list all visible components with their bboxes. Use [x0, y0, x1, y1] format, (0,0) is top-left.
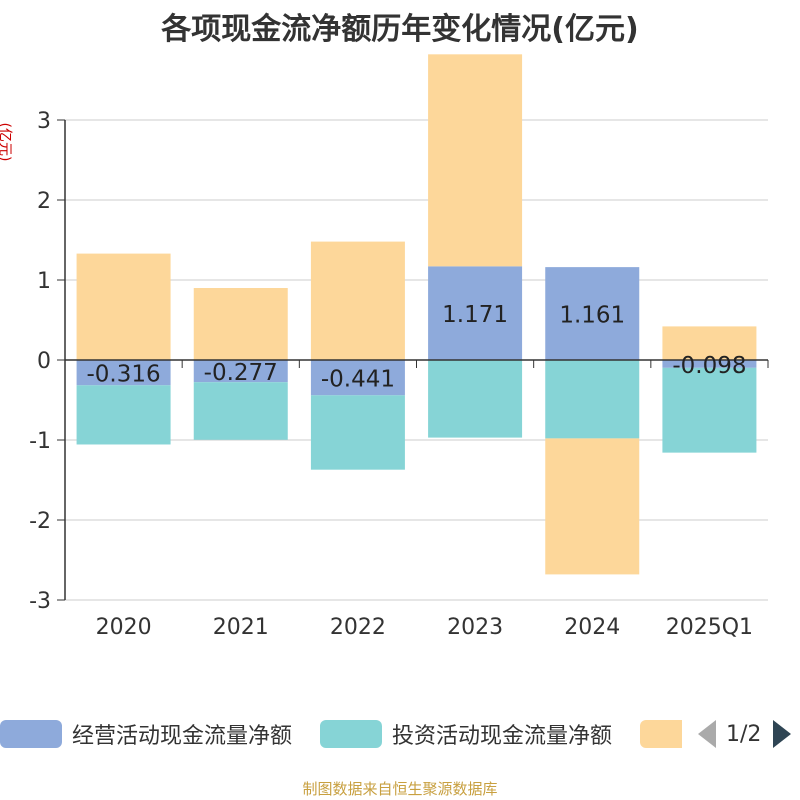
x-tick-label: 2023	[447, 615, 503, 640]
legend-item-third[interactable]	[640, 716, 682, 752]
bar-segment	[193, 288, 288, 360]
legend-swatch-investing	[320, 720, 382, 748]
y-tick-label: -1	[29, 429, 51, 454]
bar-segment	[662, 360, 757, 368]
bar-segment	[428, 360, 523, 438]
bar-segment	[310, 360, 405, 396]
data-label: 1.161	[559, 303, 625, 329]
data-label: 1.171	[442, 302, 508, 328]
chart-title: 各项现金流净额历年变化情况(亿元)	[161, 12, 639, 47]
data-label: -0.277	[204, 360, 278, 386]
legend-swatch-operating	[0, 720, 62, 748]
pager-next-icon[interactable]	[773, 720, 792, 748]
legend-pager: 1/2	[698, 716, 792, 752]
bar-segment	[662, 367, 757, 453]
bar-segment	[193, 360, 288, 383]
y-tick-label: 1	[37, 269, 51, 294]
legend-label-investing: 投资活动现金流量净额	[392, 724, 613, 749]
pager-prev-icon[interactable]	[698, 720, 716, 748]
y-tick-label: -3	[29, 589, 51, 614]
x-tick-label: 2021	[213, 615, 269, 640]
legend: 经营活动现金流量净额 投资活动现金流量净额 1/2	[0, 716, 800, 756]
bar-segment	[545, 267, 640, 360]
legend-label-operating: 经营活动现金流量净额	[72, 724, 293, 749]
bar-segment	[428, 266, 523, 360]
y-tick-label: 2	[37, 189, 51, 214]
x-tick-label: 2020	[96, 615, 152, 640]
bar-segment	[76, 253, 171, 360]
y-tick-label: -2	[29, 509, 51, 534]
data-label: -0.316	[87, 362, 161, 388]
y-tick-label: 0	[37, 349, 51, 374]
bar-segment	[310, 395, 405, 470]
bar-segment	[662, 326, 757, 360]
data-label: -0.441	[321, 367, 395, 393]
bar-segment	[193, 382, 288, 440]
bar-segment	[428, 54, 523, 267]
axes: 3 2 1 0 -1 -2 -3 2020 2021 2022 2023 2024 2025Q1	[29, 109, 769, 640]
bar-segment	[545, 360, 640, 439]
y-tick-label: 3	[37, 109, 51, 134]
data-label: -0.098	[672, 353, 746, 379]
data-labels: -0.316 -0.277 -0.441 1.171 1.161 -0.098	[87, 302, 747, 392]
bar-chart: 3 2 1 0 -1 -2 -3 2020 2021 2022 2023 2024 2025Q1 -0.…	[29, 54, 769, 640]
x-tick-label: 2022	[330, 615, 386, 640]
pager-text: 1/2	[726, 721, 762, 747]
grid-lines	[65, 119, 768, 601]
bar-segment	[76, 385, 171, 445]
x-tick-label: 2025Q1	[666, 615, 753, 640]
bars	[76, 54, 757, 575]
source-note: 制图数据来自恒生聚源数据库	[302, 780, 498, 798]
bar-segment	[545, 438, 640, 575]
legend-item-operating[interactable]: 经营活动现金流量净额	[0, 716, 292, 752]
bar-segment	[76, 360, 171, 386]
legend-swatch-third	[640, 720, 682, 748]
x-tick-label: 2024	[564, 615, 620, 640]
legend-item-investing[interactable]: 投资活动现金流量净额	[320, 716, 612, 752]
bar-segment	[310, 241, 405, 360]
